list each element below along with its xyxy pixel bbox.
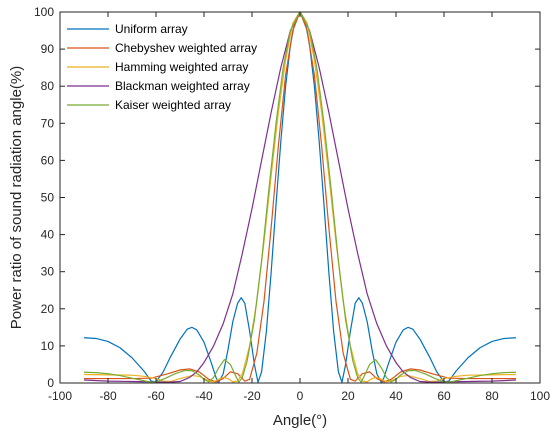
y-tick-label: 0 bbox=[47, 376, 54, 390]
x-tick-label: 20 bbox=[341, 389, 355, 403]
x-tick-label: -60 bbox=[147, 389, 165, 403]
x-tick-label: -80 bbox=[99, 389, 117, 403]
y-tick-label: 60 bbox=[41, 153, 55, 167]
x-tick-label: 0 bbox=[297, 389, 304, 403]
x-tick-label: -100 bbox=[48, 389, 72, 403]
y-tick-label: 90 bbox=[41, 42, 55, 56]
x-tick-label: 60 bbox=[437, 389, 451, 403]
legend-label: Hamming weighted array bbox=[115, 60, 248, 74]
x-tick-label: -20 bbox=[243, 389, 261, 403]
y-tick-label: 80 bbox=[41, 79, 55, 93]
y-tick-label: 10 bbox=[41, 339, 55, 353]
legend-label: Kaiser weighted array bbox=[115, 98, 231, 112]
x-tick-label: 100 bbox=[530, 389, 550, 403]
y-tick-label: 100 bbox=[34, 5, 54, 19]
y-tick-label: 70 bbox=[41, 116, 55, 130]
y-tick-label: 50 bbox=[41, 191, 55, 205]
x-tick-label: 80 bbox=[485, 389, 499, 403]
x-tick-label: -40 bbox=[195, 389, 213, 403]
ticks-layer: -100 -80 -60 -40 -20 0 20 40 60 80 100 0 10 20 30 40 50 6… bbox=[34, 5, 550, 403]
legend-label: Uniform array bbox=[115, 22, 188, 36]
x-axis-label: Angle(°) bbox=[273, 412, 327, 429]
legend-label: Chebyshev weighted array bbox=[115, 41, 257, 55]
x-tick-label: 40 bbox=[389, 389, 403, 403]
y-tick-label: 40 bbox=[41, 228, 55, 242]
y-tick-label: 30 bbox=[41, 265, 55, 279]
plot-area bbox=[60, 12, 540, 383]
legend-label: Blackman weighted array bbox=[115, 79, 250, 93]
y-tick-label: 20 bbox=[41, 302, 55, 316]
y-axis-label: Power ratio of sound radiation angle(%) bbox=[8, 66, 25, 329]
legend: Uniform array Chebyshev weighted array Ham… bbox=[67, 22, 257, 112]
